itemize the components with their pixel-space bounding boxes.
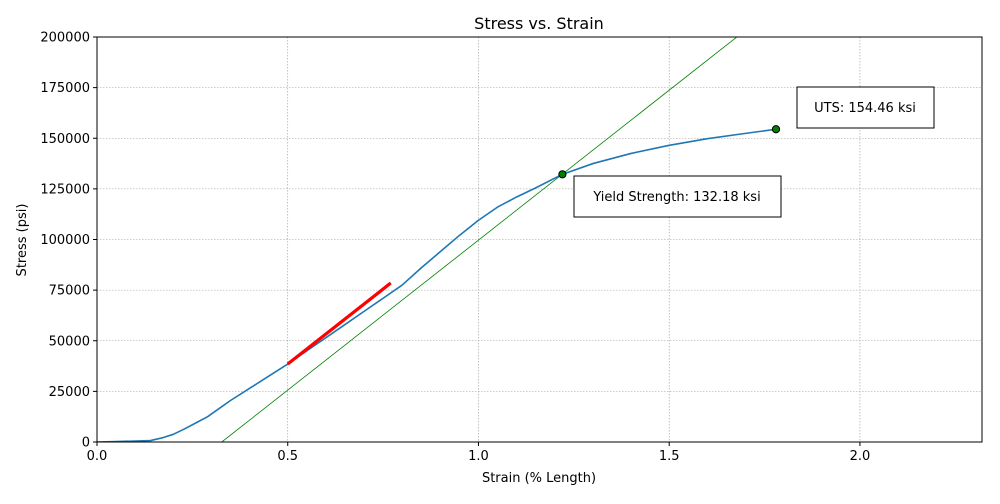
y-tick-label: 75000	[49, 284, 90, 299]
linear-fit-segment	[286, 281, 392, 366]
x-tick-label: 1.5	[659, 449, 680, 464]
yield-point-marker	[558, 170, 567, 179]
y-tick-label: 175000	[40, 81, 90, 96]
yield-annotation-text: Yield Strength: 132.18 ksi	[592, 190, 760, 205]
x-tick-label: 2.0	[850, 449, 871, 464]
yield-annotation-box	[573, 175, 782, 218]
plot-area	[97, 37, 777, 442]
uts-annotation-box	[796, 86, 935, 129]
y-axis-label: Stress (psi)	[15, 204, 30, 277]
y-tick-label: 50000	[49, 334, 90, 349]
y-tick-label: 125000	[40, 182, 90, 197]
uts-annotation-text: UTS: 154.46 ksi	[814, 101, 916, 116]
x-axis-ticks: 0.0 0.5 1.0 1.5 2.0	[87, 442, 871, 464]
offset-line	[221, 37, 738, 442]
x-tick-label: 1.0	[468, 449, 489, 464]
stress-strain-curve	[97, 128, 777, 442]
y-tick-label: 150000	[40, 132, 90, 147]
markers	[558, 125, 781, 179]
y-tick-label: 25000	[49, 385, 90, 400]
y-axis-ticks: 0 25000 50000 75000 100000 125000 150000 175000…	[40, 31, 97, 451]
y-tick-label: 200000	[40, 31, 90, 46]
y-tick-label: 0	[82, 436, 90, 451]
x-tick-label: 0.0	[87, 449, 108, 464]
uts-annotation: UTS: 154.46 ksi	[796, 86, 935, 129]
yield-annotation: Yield Strength: 132.18 ksi	[573, 175, 782, 218]
y-tick-label: 100000	[40, 233, 90, 248]
uts-point-marker	[771, 125, 781, 134]
x-axis-label: Strain (% Length)	[482, 471, 596, 486]
chart-title: Stress vs. Strain	[474, 14, 604, 33]
x-tick-label: 0.5	[277, 449, 298, 464]
